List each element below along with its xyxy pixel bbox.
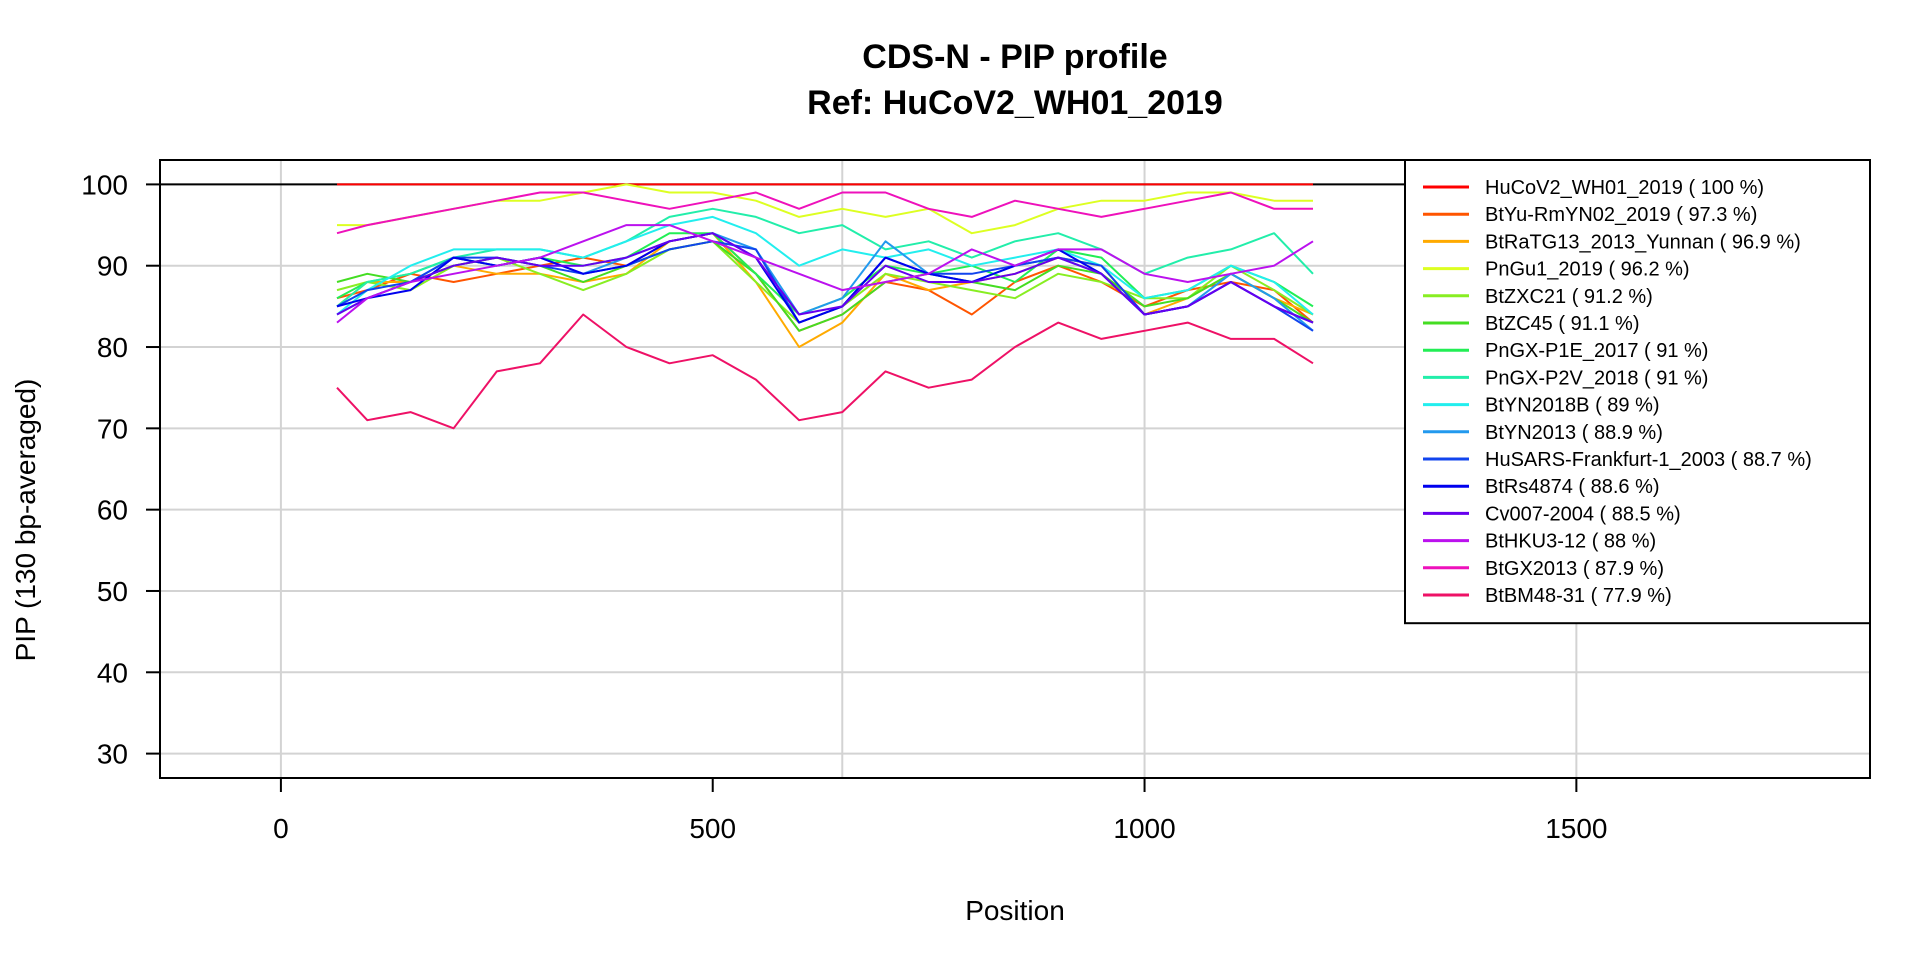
legend: HuCoV2_WH01_2019 ( 100 %) BtYu-RmYN02_201…: [1404, 159, 1871, 625]
legend-label-PnGu1_2019: PnGu1_2019 ( 96.2 %): [1485, 259, 1690, 281]
legend-label-Cv007-2004: Cv007-2004 ( 88.5 %): [1485, 503, 1681, 525]
legend-label-BtGX2013: BtGX2013 ( 87.9 %): [1485, 558, 1664, 580]
series-line-BtYN2013: [336, 232, 1314, 332]
y-tick-label: 90: [97, 251, 128, 282]
y-tick-label: 70: [97, 413, 128, 444]
legend-box: [1404, 159, 1871, 625]
series-lines: [336, 183, 1314, 430]
x-axis-label: Position: [965, 895, 1065, 926]
series-line-BtYu-RmYN02_2019: [336, 232, 1314, 332]
legend-label-BtYu-RmYN02_2019: BtYu-RmYN02_2019 ( 97.3 %): [1485, 204, 1757, 226]
legend-label-PnGX-P1E_2017: PnGX-P1E_2017 ( 91 %): [1485, 340, 1708, 362]
series-line-PnGX-P2V_2018: [336, 207, 1314, 308]
x-tick-label: 500: [689, 813, 736, 844]
y-tick-label: 40: [97, 657, 128, 688]
x-tick-label: 1500: [1545, 813, 1607, 844]
y-tick-label: 50: [97, 576, 128, 607]
chart-subtitle: Ref: HuCoV2_WH01_2019: [807, 84, 1223, 122]
y-tick-label: 60: [97, 495, 128, 526]
legend-label-BtYN2018B: BtYN2018B ( 89 %): [1485, 395, 1660, 417]
y-tick-label: 100: [81, 169, 128, 200]
legend-label-BtRaTG13_2013_Yunnan: BtRaTG13_2013_Yunnan ( 96.9 %): [1485, 231, 1801, 253]
legend-label-BtBM48-31: BtBM48-31 ( 77.9 %): [1485, 585, 1672, 607]
series-line-BtZC45: [336, 240, 1314, 332]
legend-label-HuSARS-Frankfurt-1_2003: HuSARS-Frankfurt-1_2003 ( 88.7 %): [1485, 449, 1812, 471]
series-line-Cv007-2004: [336, 232, 1314, 324]
x-tick-label: 0: [273, 813, 289, 844]
legend-label-BtYN2013: BtYN2013 ( 88.9 %): [1485, 422, 1663, 444]
series-line-PnGu1_2019: [337, 183, 1313, 235]
y-tick-label: 30: [97, 739, 128, 770]
series-line-BtGX2013: [336, 191, 1313, 235]
x-tick-label: 1000: [1113, 813, 1175, 844]
series-line-BtRaTG13_2013_Yunnan: [336, 232, 1314, 348]
chart-title: CDS-N - PIP profile: [862, 38, 1167, 76]
y-tick-label: 80: [97, 332, 128, 363]
legend-label-BtHKU3-12: BtHKU3-12 ( 88 %): [1485, 531, 1656, 553]
series-line-HuSARS-Frankfurt-1_2003: [336, 240, 1314, 332]
series-line-BtBM48-31: [336, 313, 1314, 430]
legend-label-BtRs4874: BtRs4874 ( 88.6 %): [1485, 476, 1660, 498]
series-line-BtYN2018B: [336, 215, 1314, 316]
series-line-BtHKU3-12: [336, 224, 1314, 324]
legend-label-HuCoV2_WH01_2019: HuCoV2_WH01_2019 ( 100 %): [1485, 177, 1764, 199]
y-axis-label: PIP (130 bp-averaged): [10, 379, 41, 662]
legend-label-BtZC45: BtZC45 ( 91.1 %): [1485, 313, 1640, 335]
legend-label-PnGX-P2V_2018: PnGX-P2V_2018 ( 91 %): [1485, 367, 1708, 389]
legend-label-BtZXC21: BtZXC21 ( 91.2 %): [1485, 286, 1653, 308]
